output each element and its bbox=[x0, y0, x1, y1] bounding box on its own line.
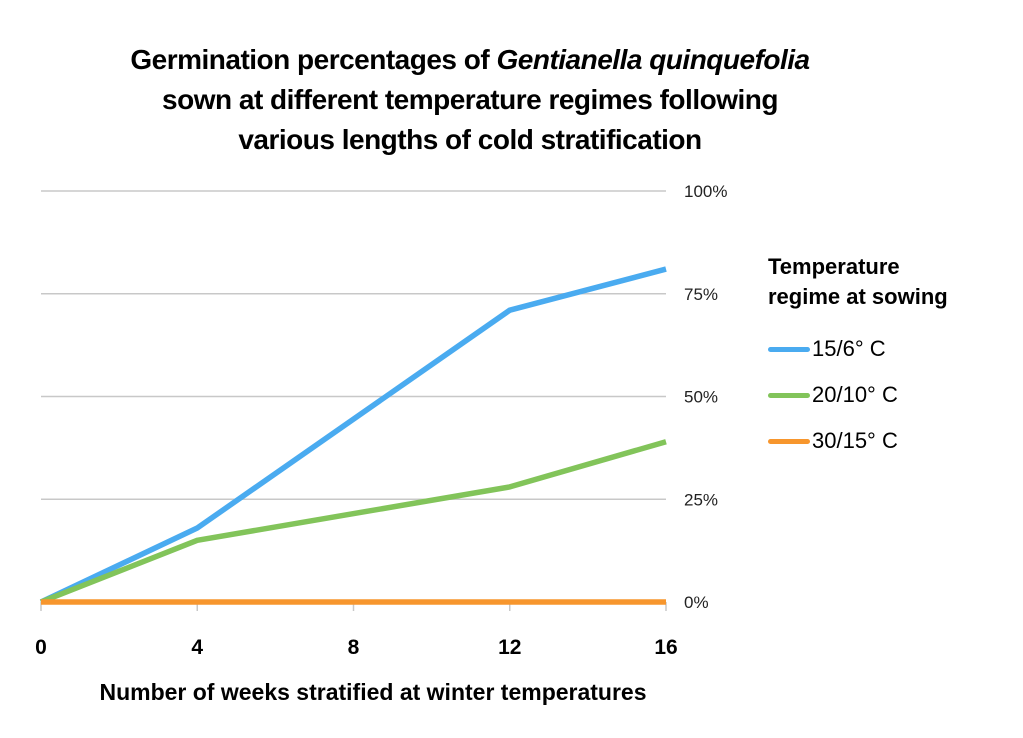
legend-title: Temperature regime at sowing bbox=[768, 252, 948, 312]
x-tick-label: 8 bbox=[348, 636, 360, 659]
series-line-1 bbox=[39, 439, 667, 605]
y-tick-label: 100% bbox=[684, 182, 727, 201]
legend-item: 20/10° C bbox=[768, 372, 948, 418]
legend-items: 15/6° C 20/10° C 30/15° C bbox=[768, 326, 948, 464]
title-prefix: Germination percentages of bbox=[130, 44, 497, 75]
legend-title-line-2: regime at sowing bbox=[768, 284, 948, 309]
y-tick-label: 25% bbox=[684, 490, 718, 509]
title-line-3: various lengths of cold stratification bbox=[238, 124, 702, 155]
legend-swatch bbox=[768, 346, 810, 352]
legend-swatch bbox=[768, 392, 810, 398]
title-line-1: Germination percentages of Gentianella q… bbox=[40, 40, 900, 80]
series-line-0 bbox=[39, 266, 667, 605]
legend-item: 30/15° C bbox=[768, 418, 948, 464]
title-species: Gentianella quinquefolia bbox=[496, 44, 810, 75]
y-axis-ticks: 0% 25% 50% 75% 100% bbox=[684, 182, 727, 612]
title-line-2: sown at different temperature regimes fo… bbox=[162, 84, 778, 115]
legend-label: 20/10° C bbox=[812, 382, 898, 407]
legend-swatch bbox=[768, 438, 810, 444]
x-axis-ticks: 0 4 8 12 16 bbox=[35, 602, 678, 659]
legend: Temperature regime at sowing 15/6° C 20/1… bbox=[768, 252, 948, 464]
x-tick-label: 4 bbox=[191, 636, 203, 659]
legend-item: 15/6° C bbox=[768, 326, 948, 372]
legend-label: 15/6° C bbox=[812, 336, 886, 361]
x-axis-label: Number of weeks stratified at winter tem… bbox=[99, 679, 646, 705]
legend-title-line-1: Temperature bbox=[768, 254, 900, 279]
x-tick-label: 16 bbox=[654, 636, 677, 659]
y-tick-label: 0% bbox=[684, 593, 709, 612]
legend-label: 30/15° C bbox=[812, 428, 898, 453]
x-tick-label: 12 bbox=[498, 636, 521, 659]
gridlines bbox=[41, 190, 666, 603]
x-tick-label: 0 bbox=[35, 636, 47, 659]
chart-title: Germination percentages of Gentianella q… bbox=[40, 40, 900, 160]
y-tick-label: 75% bbox=[684, 285, 718, 304]
y-tick-label: 50% bbox=[684, 388, 718, 407]
series-lines bbox=[39, 266, 667, 605]
